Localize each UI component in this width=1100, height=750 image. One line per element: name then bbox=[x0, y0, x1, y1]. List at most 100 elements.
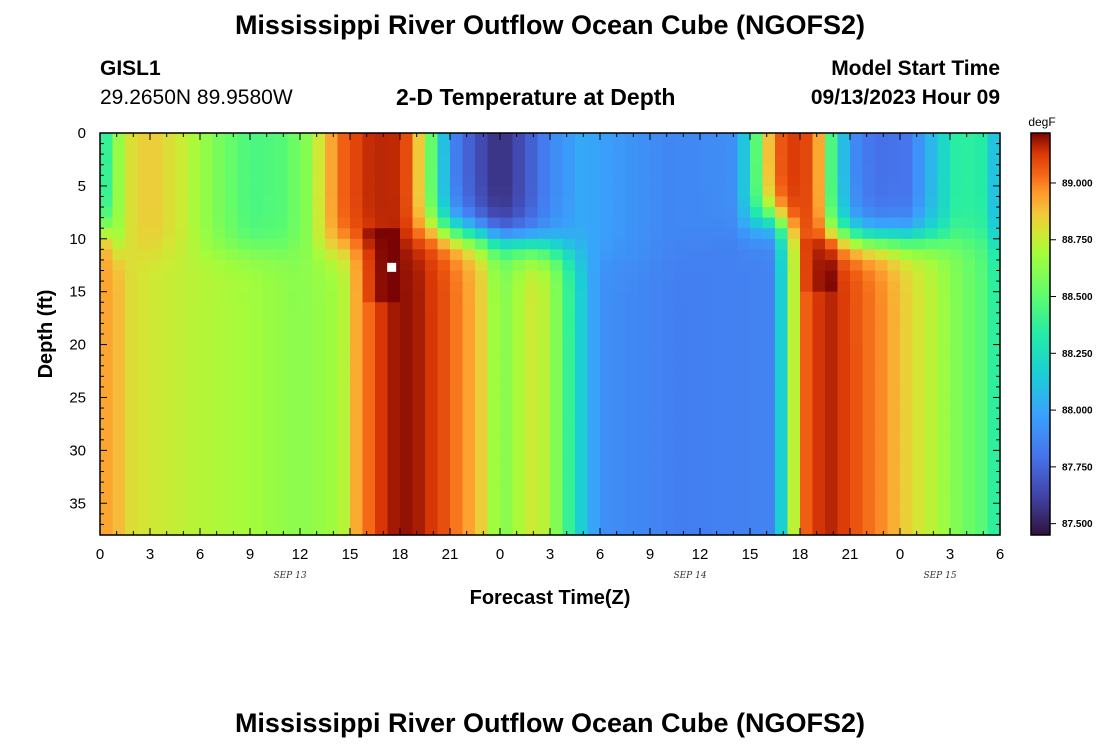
heatmap-cell bbox=[887, 185, 901, 198]
heatmap-cell bbox=[687, 365, 701, 377]
heatmap-cell bbox=[350, 386, 364, 399]
heatmap-cell bbox=[387, 143, 401, 155]
heatmap-cell bbox=[125, 429, 139, 441]
heatmap-cell bbox=[537, 482, 551, 494]
heatmap-cell bbox=[337, 524, 351, 536]
heatmap-cell bbox=[162, 143, 176, 155]
heatmap-cell bbox=[837, 429, 851, 441]
heatmap-cell bbox=[675, 492, 689, 504]
heatmap-cell bbox=[212, 376, 226, 388]
heatmap-cell bbox=[925, 281, 939, 293]
heatmap-cell bbox=[175, 450, 189, 462]
heatmap-cell bbox=[375, 185, 389, 198]
heatmap-cell bbox=[687, 291, 701, 303]
heatmap-cell bbox=[812, 323, 826, 335]
heatmap-cell bbox=[362, 365, 376, 377]
heatmap-cell bbox=[787, 355, 801, 367]
heatmap-cell bbox=[787, 291, 801, 303]
heatmap-cell bbox=[212, 185, 226, 198]
heatmap-cell bbox=[812, 503, 826, 515]
heatmap-cell bbox=[125, 408, 139, 420]
heatmap-cell bbox=[862, 365, 876, 377]
heatmap-cell bbox=[400, 143, 414, 155]
heatmap-cell bbox=[900, 312, 914, 325]
heatmap-cell bbox=[775, 291, 789, 303]
heatmap-cell bbox=[500, 450, 514, 462]
heatmap-cell bbox=[337, 281, 351, 293]
heatmap-cell bbox=[150, 259, 164, 272]
heatmap-cell bbox=[875, 175, 889, 187]
heatmap-cell bbox=[775, 429, 789, 441]
heatmap-cell bbox=[775, 270, 789, 282]
heatmap-cell bbox=[750, 408, 764, 420]
heatmap-cell bbox=[275, 281, 289, 293]
heatmap-cell bbox=[275, 513, 289, 526]
heatmap-cell bbox=[875, 281, 889, 293]
heatmap-cell bbox=[112, 323, 126, 335]
date-label: SEP 13 bbox=[273, 571, 306, 581]
heatmap-cell bbox=[850, 429, 864, 441]
heatmap-cell bbox=[387, 302, 401, 314]
heatmap-cell bbox=[187, 334, 201, 346]
heatmap-cell bbox=[375, 408, 389, 420]
heatmap-cell bbox=[625, 334, 639, 346]
heatmap-cell bbox=[150, 503, 164, 515]
heatmap-cell bbox=[250, 408, 264, 420]
heatmap-cell bbox=[200, 397, 214, 409]
heatmap-cell bbox=[337, 185, 351, 198]
heatmap-cell bbox=[687, 249, 701, 261]
heatmap-cell bbox=[487, 492, 501, 504]
heatmap-cell bbox=[712, 376, 726, 388]
heatmap-cell bbox=[575, 196, 589, 208]
heatmap-cell bbox=[562, 418, 576, 430]
heatmap-cell bbox=[900, 418, 914, 430]
heatmap-cell bbox=[850, 312, 864, 325]
heatmap-cell bbox=[450, 259, 464, 272]
heatmap-cell bbox=[862, 249, 876, 261]
heatmap-cell bbox=[437, 492, 451, 504]
heatmap-cell bbox=[562, 154, 576, 166]
heatmap-cell bbox=[100, 450, 114, 462]
heatmap-cell bbox=[700, 439, 714, 451]
heatmap-cell bbox=[175, 133, 189, 145]
heatmap-cell bbox=[287, 397, 301, 409]
heatmap-cell bbox=[412, 323, 426, 335]
heatmap-cell bbox=[712, 503, 726, 515]
heatmap-cell bbox=[500, 228, 514, 240]
heatmap-cell bbox=[812, 238, 826, 250]
heatmap-cell bbox=[275, 207, 289, 219]
heatmap-cell bbox=[787, 513, 801, 526]
heatmap-cell bbox=[275, 175, 289, 187]
heatmap-cell bbox=[637, 450, 651, 462]
heatmap-cell bbox=[475, 164, 489, 176]
heatmap-cell bbox=[100, 133, 114, 145]
heatmap-cell bbox=[675, 429, 689, 441]
heatmap-cell bbox=[537, 143, 551, 155]
heatmap-cell bbox=[850, 376, 864, 388]
heatmap-cell bbox=[487, 450, 501, 462]
heatmap-cell bbox=[575, 312, 589, 325]
heatmap-cell bbox=[325, 334, 339, 346]
heatmap-cell bbox=[762, 365, 776, 377]
heatmap-cell bbox=[787, 259, 801, 272]
heatmap-cell bbox=[612, 492, 626, 504]
heatmap-cell bbox=[537, 291, 551, 303]
heatmap-cell bbox=[762, 185, 776, 198]
heatmap-cell bbox=[312, 397, 326, 409]
heatmap-cell bbox=[675, 249, 689, 261]
heatmap-cell bbox=[837, 259, 851, 272]
heatmap-cell bbox=[512, 450, 526, 462]
heatmap-cell bbox=[662, 450, 676, 462]
heatmap-cell bbox=[187, 429, 201, 441]
heatmap-cell bbox=[350, 460, 364, 473]
heatmap-cell bbox=[237, 164, 251, 176]
heatmap-cell bbox=[537, 228, 551, 240]
heatmap-cell bbox=[250, 334, 264, 346]
heatmap-cell bbox=[762, 376, 776, 388]
heatmap-cell bbox=[537, 175, 551, 187]
heatmap-cell bbox=[375, 365, 389, 377]
heatmap-cell bbox=[500, 175, 514, 187]
heatmap-cell bbox=[725, 175, 739, 187]
heatmap-cell bbox=[800, 154, 814, 166]
heatmap-cell bbox=[887, 408, 901, 420]
